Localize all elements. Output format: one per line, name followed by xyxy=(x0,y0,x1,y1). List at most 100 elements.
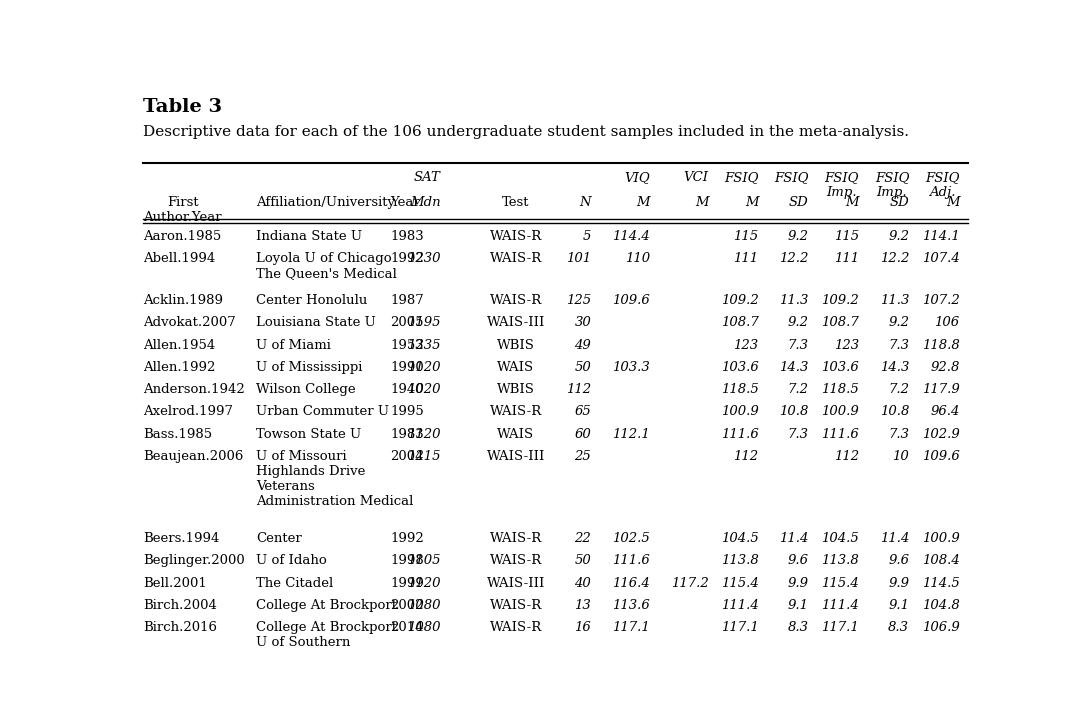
Text: 125: 125 xyxy=(566,294,591,307)
Text: 9.2: 9.2 xyxy=(787,230,809,243)
Text: 1105: 1105 xyxy=(407,555,441,567)
Text: 11.4: 11.4 xyxy=(780,532,809,545)
Text: 111.6: 111.6 xyxy=(612,555,650,567)
Text: 114.5: 114.5 xyxy=(921,577,959,590)
Text: 100.9: 100.9 xyxy=(921,532,959,545)
Text: 1995: 1995 xyxy=(390,406,424,418)
Text: SAT: SAT xyxy=(414,171,441,184)
Text: 111.4: 111.4 xyxy=(821,599,859,612)
Text: 103.6: 103.6 xyxy=(720,361,758,374)
Text: WAIS-III: WAIS-III xyxy=(487,450,545,463)
Text: College At Brockport: College At Brockport xyxy=(256,599,397,612)
Text: 8.3: 8.3 xyxy=(888,621,909,634)
Text: Axelrod.1997: Axelrod.1997 xyxy=(144,406,233,418)
Text: M: M xyxy=(846,196,859,208)
Text: FSIQ: FSIQ xyxy=(774,171,809,184)
Text: 49: 49 xyxy=(575,339,591,352)
Text: 14.3: 14.3 xyxy=(880,361,909,374)
Text: Allen.1992: Allen.1992 xyxy=(144,361,216,374)
Text: 112: 112 xyxy=(733,450,758,463)
Text: M: M xyxy=(745,196,758,208)
Text: 16: 16 xyxy=(575,621,591,634)
Text: 10: 10 xyxy=(892,450,909,463)
Text: 117.1: 117.1 xyxy=(612,621,650,634)
Text: 7.3: 7.3 xyxy=(787,427,809,441)
Text: Center: Center xyxy=(256,532,302,545)
Text: 11.4: 11.4 xyxy=(880,532,909,545)
Text: WAIS-R: WAIS-R xyxy=(489,406,542,418)
Text: 12.2: 12.2 xyxy=(780,252,809,265)
Text: 108.7: 108.7 xyxy=(821,317,859,329)
Text: 116.4: 116.4 xyxy=(612,577,650,590)
Text: 115.4: 115.4 xyxy=(720,577,758,590)
Text: 1999: 1999 xyxy=(390,577,424,590)
Text: FSIQ: FSIQ xyxy=(724,171,758,184)
Text: VCI: VCI xyxy=(684,171,708,184)
Text: 111.4: 111.4 xyxy=(720,599,758,612)
Text: 1998: 1998 xyxy=(390,555,424,567)
Text: FSIQ
Adj.: FSIQ Adj. xyxy=(924,171,959,199)
Text: 112: 112 xyxy=(834,450,859,463)
Text: 5: 5 xyxy=(583,230,591,243)
Text: 7.3: 7.3 xyxy=(888,339,909,352)
Text: Acklin.1989: Acklin.1989 xyxy=(144,294,224,307)
Text: Table 3: Table 3 xyxy=(144,98,222,116)
Text: U of Miami: U of Miami xyxy=(256,339,332,352)
Text: 1952: 1952 xyxy=(390,339,424,352)
Text: U of Missouri
Highlands Drive
Veterans
Administration Medical: U of Missouri Highlands Drive Veterans A… xyxy=(256,450,414,508)
Text: 1215: 1215 xyxy=(407,450,441,463)
Text: Anderson.1942: Anderson.1942 xyxy=(144,383,245,396)
Text: WAIS-R: WAIS-R xyxy=(489,532,542,545)
Text: 107.4: 107.4 xyxy=(921,252,959,265)
Text: 117.2: 117.2 xyxy=(671,577,708,590)
Text: SD: SD xyxy=(890,196,909,208)
Text: 1230: 1230 xyxy=(407,252,441,265)
Text: SD: SD xyxy=(789,196,809,208)
Text: 1940: 1940 xyxy=(390,383,424,396)
Text: 117.1: 117.1 xyxy=(720,621,758,634)
Text: The Citadel: The Citadel xyxy=(256,577,334,590)
Text: 109.6: 109.6 xyxy=(612,294,650,307)
Text: Affiliation/University: Affiliation/University xyxy=(256,196,395,208)
Text: 9.9: 9.9 xyxy=(787,577,809,590)
Text: 1990: 1990 xyxy=(390,361,424,374)
Text: 113.8: 113.8 xyxy=(720,555,758,567)
Text: 9.1: 9.1 xyxy=(888,599,909,612)
Text: Indiana State U: Indiana State U xyxy=(256,230,363,243)
Text: Beaujean.2006: Beaujean.2006 xyxy=(144,450,244,463)
Text: WAIS-III: WAIS-III xyxy=(487,317,545,329)
Text: VIQ: VIQ xyxy=(624,171,650,184)
Text: Beers.1994: Beers.1994 xyxy=(144,532,219,545)
Text: M: M xyxy=(636,196,650,208)
Text: WAIS: WAIS xyxy=(497,361,535,374)
Text: 1992: 1992 xyxy=(390,532,424,545)
Text: 2005: 2005 xyxy=(390,317,423,329)
Text: Bell.2001: Bell.2001 xyxy=(144,577,207,590)
Text: 1120: 1120 xyxy=(407,577,441,590)
Text: 22: 22 xyxy=(575,532,591,545)
Text: 117.9: 117.9 xyxy=(921,383,959,396)
Text: 1195: 1195 xyxy=(407,317,441,329)
Text: WAIS-R: WAIS-R xyxy=(489,252,542,265)
Text: Advokat.2007: Advokat.2007 xyxy=(144,317,237,329)
Text: 1080: 1080 xyxy=(407,621,441,634)
Text: 115.4: 115.4 xyxy=(821,577,859,590)
Text: 1120: 1120 xyxy=(407,361,441,374)
Text: 106: 106 xyxy=(934,317,959,329)
Text: 102.9: 102.9 xyxy=(921,427,959,441)
Text: 7.2: 7.2 xyxy=(787,383,809,396)
Text: 60: 60 xyxy=(575,427,591,441)
Text: Beglinger.2000: Beglinger.2000 xyxy=(144,555,245,567)
Text: Louisiana State U: Louisiana State U xyxy=(256,317,376,329)
Text: Abell.1994: Abell.1994 xyxy=(144,252,216,265)
Text: 110: 110 xyxy=(624,252,650,265)
Text: WAIS-R: WAIS-R xyxy=(489,230,542,243)
Text: 112.1: 112.1 xyxy=(612,427,650,441)
Text: 115: 115 xyxy=(733,230,758,243)
Text: 102.5: 102.5 xyxy=(612,532,650,545)
Text: Descriptive data for each of the 106 undergraduate student samples included in t: Descriptive data for each of the 106 und… xyxy=(144,125,909,139)
Text: 9.6: 9.6 xyxy=(888,555,909,567)
Text: 9.2: 9.2 xyxy=(888,230,909,243)
Text: 10.8: 10.8 xyxy=(780,406,809,418)
Text: 1335: 1335 xyxy=(407,339,441,352)
